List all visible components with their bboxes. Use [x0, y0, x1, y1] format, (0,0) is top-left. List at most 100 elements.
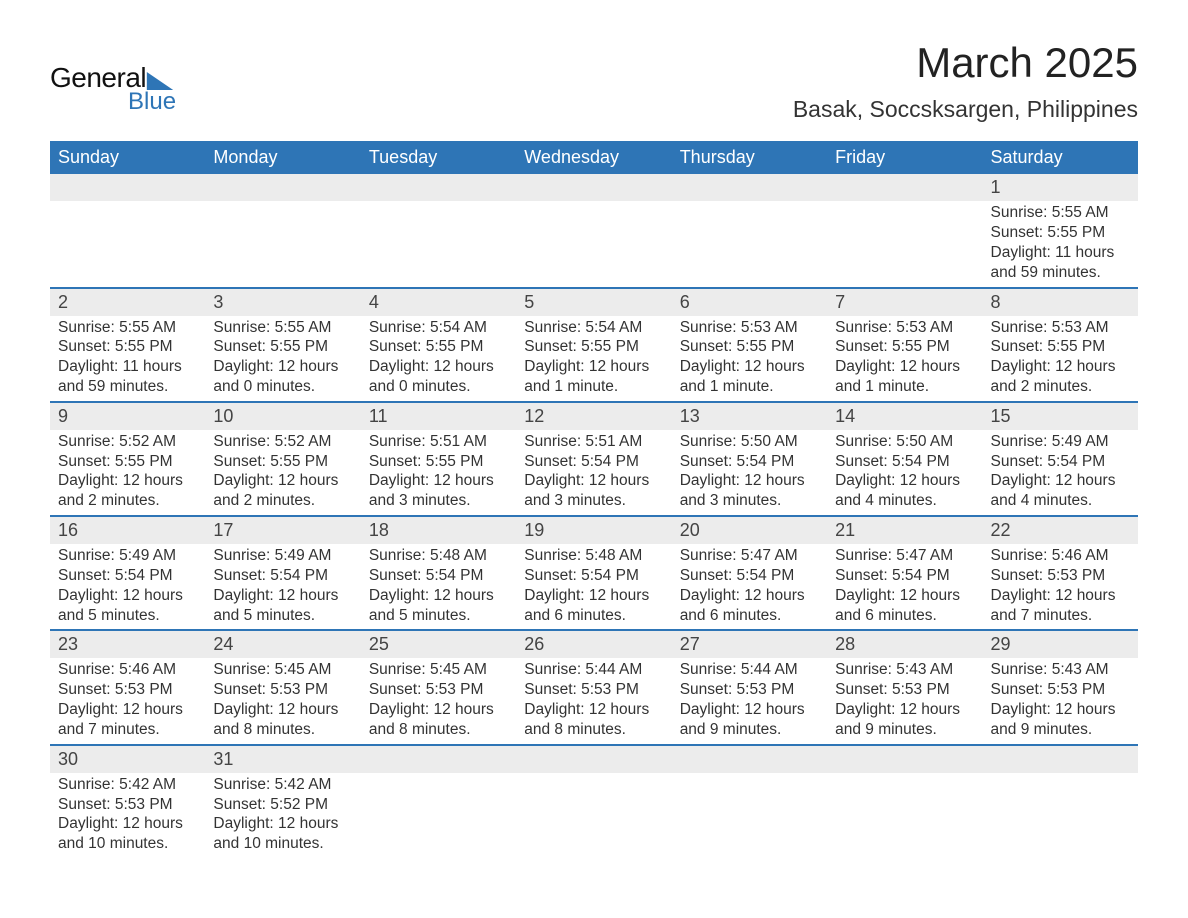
day-data-cell: Sunrise: 5:42 AMSunset: 5:53 PMDaylight:…	[50, 773, 205, 858]
sunrise-text: Sunrise: 5:53 AM	[680, 318, 819, 338]
daylight-text: Daylight: 11 hours and 59 minutes.	[991, 243, 1130, 283]
day-number-cell: 30	[50, 745, 205, 773]
day-number: 19	[524, 520, 544, 540]
day-number: 8	[991, 292, 1001, 312]
daylight-text: Daylight: 12 hours and 2 minutes.	[213, 471, 352, 511]
day-number: 21	[835, 520, 855, 540]
sunset-text: Sunset: 5:54 PM	[369, 566, 508, 586]
day-number-cell: 31	[205, 745, 360, 773]
day-number-cell: 4	[361, 288, 516, 316]
sunrise-text: Sunrise: 5:51 AM	[524, 432, 663, 452]
day-number-cell: 8	[983, 288, 1138, 316]
day-header-row: Sunday Monday Tuesday Wednesday Thursday…	[50, 141, 1138, 174]
day-number-cell: 24	[205, 630, 360, 658]
week-data-row: Sunrise: 5:52 AMSunset: 5:55 PMDaylight:…	[50, 430, 1138, 516]
day-number-cell: 14	[827, 402, 982, 430]
sunrise-text: Sunrise: 5:46 AM	[991, 546, 1130, 566]
title-block: March 2025 Basak, Soccsksargen, Philippi…	[793, 40, 1138, 123]
daylight-text: Daylight: 12 hours and 6 minutes.	[835, 586, 974, 626]
logo-text-bottom: Blue	[128, 88, 176, 116]
day-number-cell: 12	[516, 402, 671, 430]
daylight-text: Daylight: 12 hours and 7 minutes.	[58, 700, 197, 740]
page-subtitle: Basak, Soccsksargen, Philippines	[793, 96, 1138, 123]
sunrise-text: Sunrise: 5:51 AM	[369, 432, 508, 452]
logo: General Blue	[50, 62, 176, 116]
logo-triangle-icon	[147, 72, 173, 90]
daylight-text: Daylight: 12 hours and 5 minutes.	[58, 586, 197, 626]
day-number-cell: 29	[983, 630, 1138, 658]
week-number-row: 16171819202122	[50, 516, 1138, 544]
sunset-text: Sunset: 5:55 PM	[680, 337, 819, 357]
sunrise-text: Sunrise: 5:43 AM	[835, 660, 974, 680]
daylight-text: Daylight: 12 hours and 7 minutes.	[991, 586, 1130, 626]
week-number-row: 1	[50, 174, 1138, 201]
day-data-cell: Sunrise: 5:53 AMSunset: 5:55 PMDaylight:…	[983, 316, 1138, 402]
day-data-cell: Sunrise: 5:55 AMSunset: 5:55 PMDaylight:…	[983, 201, 1138, 287]
day-number-cell	[516, 745, 671, 773]
day-number: 18	[369, 520, 389, 540]
day-number-cell: 27	[672, 630, 827, 658]
week-number-row: 2345678	[50, 288, 1138, 316]
day-data-cell: Sunrise: 5:52 AMSunset: 5:55 PMDaylight:…	[50, 430, 205, 516]
week-data-row: Sunrise: 5:55 AMSunset: 5:55 PMDaylight:…	[50, 316, 1138, 402]
calendar-thead: Sunday Monday Tuesday Wednesday Thursday…	[50, 141, 1138, 174]
week-number-row: 9101112131415	[50, 402, 1138, 430]
sunrise-text: Sunrise: 5:49 AM	[213, 546, 352, 566]
sunrise-text: Sunrise: 5:47 AM	[835, 546, 974, 566]
daylight-text: Daylight: 12 hours and 6 minutes.	[524, 586, 663, 626]
daylight-text: Daylight: 12 hours and 9 minutes.	[680, 700, 819, 740]
logo-top-row: General	[50, 62, 172, 94]
page-title: March 2025	[793, 40, 1138, 86]
day-number: 2	[58, 292, 68, 312]
day-data-cell: Sunrise: 5:51 AMSunset: 5:54 PMDaylight:…	[516, 430, 671, 516]
week-data-row: Sunrise: 5:55 AMSunset: 5:55 PMDaylight:…	[50, 201, 1138, 287]
day-number: 27	[680, 634, 700, 654]
day-number-cell: 18	[361, 516, 516, 544]
day-number-cell: 17	[205, 516, 360, 544]
day-number-cell: 3	[205, 288, 360, 316]
day-header: Thursday	[672, 141, 827, 174]
day-number: 20	[680, 520, 700, 540]
day-data-cell: Sunrise: 5:48 AMSunset: 5:54 PMDaylight:…	[361, 544, 516, 630]
day-header: Monday	[205, 141, 360, 174]
day-number-cell	[672, 174, 827, 201]
day-number: 24	[213, 634, 233, 654]
day-number: 14	[835, 406, 855, 426]
daylight-text: Daylight: 12 hours and 4 minutes.	[991, 471, 1130, 511]
sunrise-text: Sunrise: 5:44 AM	[680, 660, 819, 680]
sunrise-text: Sunrise: 5:54 AM	[369, 318, 508, 338]
day-data-cell	[50, 201, 205, 287]
day-number: 23	[58, 634, 78, 654]
day-number-cell	[361, 745, 516, 773]
day-data-cell	[516, 201, 671, 287]
calendar-body: 1Sunrise: 5:55 AMSunset: 5:55 PMDaylight…	[50, 174, 1138, 858]
day-number-cell: 16	[50, 516, 205, 544]
sunrise-text: Sunrise: 5:42 AM	[58, 775, 197, 795]
day-data-cell: Sunrise: 5:44 AMSunset: 5:53 PMDaylight:…	[516, 658, 671, 744]
sunrise-text: Sunrise: 5:49 AM	[58, 546, 197, 566]
day-data-cell: Sunrise: 5:46 AMSunset: 5:53 PMDaylight:…	[983, 544, 1138, 630]
sunrise-text: Sunrise: 5:45 AM	[369, 660, 508, 680]
day-data-cell	[983, 773, 1138, 858]
sunset-text: Sunset: 5:55 PM	[524, 337, 663, 357]
day-number-cell: 11	[361, 402, 516, 430]
sunrise-text: Sunrise: 5:52 AM	[213, 432, 352, 452]
day-number-cell: 20	[672, 516, 827, 544]
day-header: Sunday	[50, 141, 205, 174]
daylight-text: Daylight: 12 hours and 8 minutes.	[213, 700, 352, 740]
page-root: General Blue March 2025 Basak, Soccsksar…	[0, 0, 1188, 908]
sunset-text: Sunset: 5:54 PM	[524, 452, 663, 472]
day-data-cell	[827, 201, 982, 287]
day-number: 30	[58, 749, 78, 769]
sunset-text: Sunset: 5:52 PM	[213, 795, 352, 815]
sunset-text: Sunset: 5:53 PM	[213, 680, 352, 700]
day-number-cell: 2	[50, 288, 205, 316]
daylight-text: Daylight: 12 hours and 10 minutes.	[213, 814, 352, 854]
sunrise-text: Sunrise: 5:43 AM	[991, 660, 1130, 680]
sunrise-text: Sunrise: 5:45 AM	[213, 660, 352, 680]
day-data-cell: Sunrise: 5:52 AMSunset: 5:55 PMDaylight:…	[205, 430, 360, 516]
calendar-table: Sunday Monday Tuesday Wednesday Thursday…	[50, 141, 1138, 858]
sunrise-text: Sunrise: 5:47 AM	[680, 546, 819, 566]
day-number-cell	[50, 174, 205, 201]
daylight-text: Daylight: 12 hours and 2 minutes.	[991, 357, 1130, 397]
